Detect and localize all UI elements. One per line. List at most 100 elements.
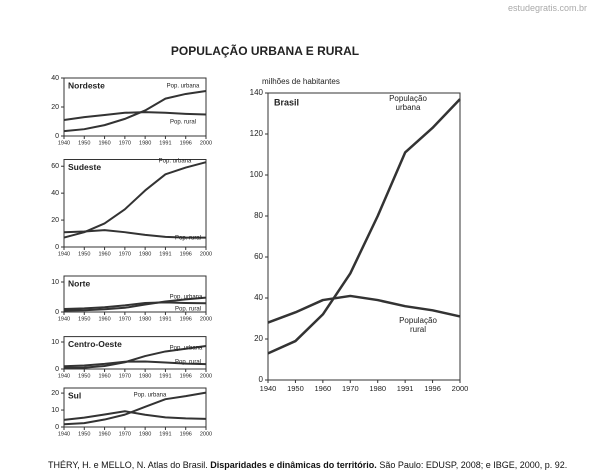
x-tick-label: 1970 <box>119 431 131 437</box>
x-tick-label: 1960 <box>315 384 332 393</box>
y-tick-label: 0 <box>55 424 59 431</box>
series-line <box>267 294 461 324</box>
x-tick-label: 1970 <box>119 316 131 322</box>
x-tick-label: 1970 <box>119 373 131 379</box>
series-line <box>63 90 207 133</box>
plot-frame <box>63 275 207 313</box>
x-tick-label: 1950 <box>78 373 90 379</box>
x-tick-label: 1940 <box>58 373 70 379</box>
panel-title: Sul <box>68 390 81 400</box>
y-tick-label: 80 <box>254 211 263 220</box>
x-tick-label: 1950 <box>78 316 90 322</box>
series-line <box>63 345 207 369</box>
x-tick-label: 1980 <box>369 384 386 393</box>
series-line <box>63 391 207 426</box>
panel-title: Brasil <box>274 97 299 107</box>
x-tick-label: 1991 <box>159 373 171 379</box>
x-tick-label: 1940 <box>58 251 70 257</box>
x-tick-label: 1960 <box>98 140 110 146</box>
x-tick-label: 1991 <box>159 251 171 257</box>
x-tick-label: 1940 <box>58 140 70 146</box>
series-label: Pop. urbana <box>167 84 200 90</box>
y-tick-label: 100 <box>250 170 264 179</box>
series-label: Pop. rural <box>175 236 201 242</box>
x-tick-label: 2000 <box>200 431 212 437</box>
y-tick-label: 0 <box>55 309 59 316</box>
x-tick-label: 1960 <box>98 431 110 437</box>
series-line <box>63 296 207 312</box>
caption-rest: São Paulo: EDUSP, 2008; e IBGE, 2000, p.… <box>379 460 568 470</box>
y-tick-label: 0 <box>259 375 264 384</box>
x-tick-label: 1991 <box>159 316 171 322</box>
x-tick-label: 1980 <box>139 251 151 257</box>
series-line <box>63 410 207 421</box>
x-tick-label: 1940 <box>58 316 70 322</box>
plot-frame <box>63 387 207 428</box>
series-line <box>63 161 207 239</box>
y-tick-label: 0 <box>55 366 59 373</box>
y-tick-label: 0 <box>55 133 59 140</box>
x-tick-label: 1996 <box>424 384 441 393</box>
x-tick-label: 1950 <box>78 431 90 437</box>
caption-bold: Disparidades e dinâmicas do território. <box>210 460 377 470</box>
y-tick-label: 20 <box>254 334 263 343</box>
x-tick-label: 2000 <box>200 140 212 146</box>
watermark: estudegratis.com.br <box>507 3 587 13</box>
series-label: População urbana <box>389 94 427 112</box>
series-label: População rural <box>399 316 437 334</box>
x-tick-label: 1996 <box>180 140 192 146</box>
x-tick-label: 1980 <box>139 316 151 322</box>
y-tick-label: 40 <box>51 190 59 197</box>
series-label: Pop. urbana <box>170 346 203 352</box>
y-tick-label: 40 <box>254 293 263 302</box>
y-tick-label: 120 <box>250 129 264 138</box>
caption-author: THÉRY, H. e MELLO, N. Atlas do Brasil. <box>48 460 208 470</box>
x-tick-label: 1991 <box>397 384 414 393</box>
x-tick-label: 2000 <box>200 373 212 379</box>
series-label: Pop. rural <box>175 360 201 366</box>
x-tick-label: 1960 <box>98 373 110 379</box>
x-tick-label: 2000 <box>452 384 469 393</box>
series-line <box>63 229 206 239</box>
x-tick-label: 1950 <box>78 251 90 257</box>
x-tick-label: 1991 <box>159 140 171 146</box>
x-tick-label: 1940 <box>260 384 277 393</box>
y-tick-label: 10 <box>51 407 59 414</box>
y-tick-label: 20 <box>51 104 59 111</box>
x-tick-label: 1950 <box>78 140 90 146</box>
x-tick-label: 1970 <box>119 251 131 257</box>
x-tick-label: 1960 <box>98 251 110 257</box>
panel-title: Norte <box>68 278 90 288</box>
series-label: Pop. urbana <box>159 159 192 165</box>
series-line <box>63 301 207 310</box>
x-tick-label: 1996 <box>180 373 192 379</box>
x-tick-label: 1980 <box>139 431 151 437</box>
series-line <box>63 360 207 368</box>
caption: THÉRY, H. e MELLO, N. Atlas do Brasil. D… <box>48 460 567 470</box>
y-tick-label: 60 <box>51 163 59 170</box>
panel-title: Centro-Oeste <box>68 339 122 349</box>
x-tick-label: 1960 <box>98 316 110 322</box>
x-tick-label: 1996 <box>180 316 192 322</box>
x-tick-label: 1996 <box>180 431 192 437</box>
series-line <box>267 98 461 355</box>
y-tick-label: 20 <box>51 390 59 397</box>
y-tick-label: 60 <box>254 252 263 261</box>
x-tick-label: 1950 <box>287 384 304 393</box>
x-tick-label: 2000 <box>200 251 212 257</box>
x-tick-label: 1940 <box>58 431 70 437</box>
chart-title: POPULAÇÃO URBANA E RURAL <box>171 43 359 58</box>
y-tick-label: 10 <box>51 279 59 286</box>
x-tick-label: 1991 <box>159 431 171 437</box>
x-tick-label: 1980 <box>139 373 151 379</box>
series-label: Pop. urbana <box>170 295 203 301</box>
series-line <box>63 111 207 122</box>
x-tick-label: 1970 <box>119 140 131 146</box>
series-label: Pop. rural <box>170 120 196 126</box>
y-tick-label: 0 <box>55 244 59 251</box>
x-tick-label: 2000 <box>200 316 212 322</box>
panel-title: Nordeste <box>68 80 105 90</box>
series-label: Pop. urbana <box>134 393 167 399</box>
plot-frame <box>63 159 207 248</box>
